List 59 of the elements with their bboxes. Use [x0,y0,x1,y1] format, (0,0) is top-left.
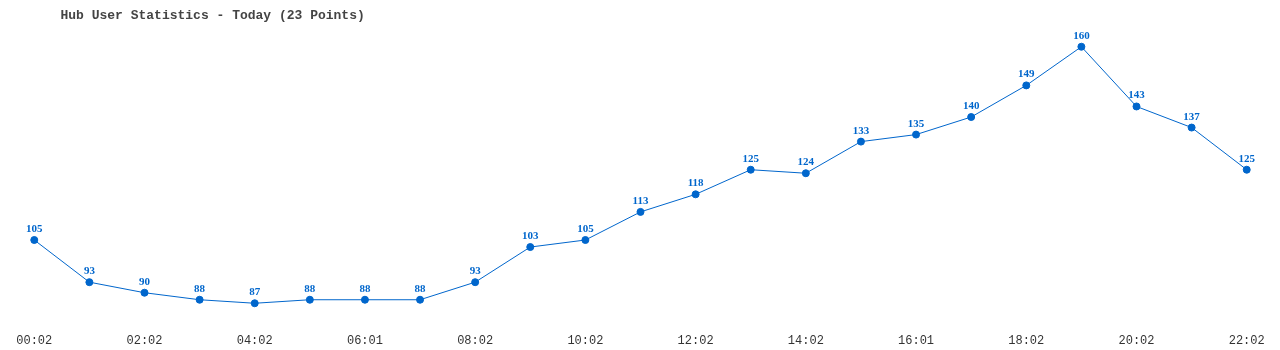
x-tick-label: 02:02 [126,333,163,348]
point [526,243,535,252]
point [1242,165,1251,174]
x-tick-label: 04:02 [236,333,273,348]
data-label: 118 [687,176,705,189]
chart-title: Hub User Statistics - Today (23 Points) [60,7,365,23]
point [305,295,314,304]
x-tick-label: 16:01 [898,333,935,348]
x-tick-label: 00:02 [16,333,53,348]
data-label: 90 [139,274,151,287]
x-tick-label: 10:02 [567,333,604,348]
x-tick-label: 20:02 [1118,333,1155,348]
data-label: 143 [1128,88,1146,101]
x-tick-label: 06:01 [346,333,383,348]
point [967,113,976,122]
point [801,169,810,178]
point [471,278,480,287]
x-tick-label: 14:02 [787,333,824,348]
point [85,278,94,287]
data-label: 133 [852,123,870,136]
point [360,295,369,304]
data-label: 88 [304,281,316,294]
data-label: 103 [522,229,540,242]
data-label: 113 [632,193,649,206]
point [856,137,865,146]
point [912,130,921,139]
point [250,299,259,308]
data-label: 137 [1183,109,1201,122]
point [30,236,39,244]
point [691,190,700,199]
data-label: 88 [194,281,206,294]
data-label: 140 [962,99,980,112]
data-label: 93 [469,264,482,277]
data-label: 160 [1073,28,1091,41]
point [636,207,645,216]
x-tick-label: 18:02 [1008,333,1045,348]
point [1187,123,1196,132]
data-label: 124 [797,155,815,168]
data-label: 125 [742,151,760,164]
point [195,295,204,304]
data-label: 105 [26,222,44,235]
data-label: 125 [1238,151,1256,164]
point [581,236,590,244]
point [1132,102,1141,111]
point [1077,42,1086,51]
data-label: 87 [249,285,261,298]
data-label: 88 [414,281,427,294]
data-label: 105 [577,222,595,235]
point [416,295,425,304]
x-tick-label: 12:02 [677,333,714,348]
data-label: 93 [83,264,96,277]
x-tick-label: 22:02 [1228,333,1265,348]
point [140,288,149,297]
point [1022,81,1031,90]
data-label: 88 [359,281,371,294]
point [746,165,755,174]
data-label: 135 [907,116,925,129]
data-label: 149 [1018,67,1036,80]
x-tick-label: 08:02 [457,333,494,348]
